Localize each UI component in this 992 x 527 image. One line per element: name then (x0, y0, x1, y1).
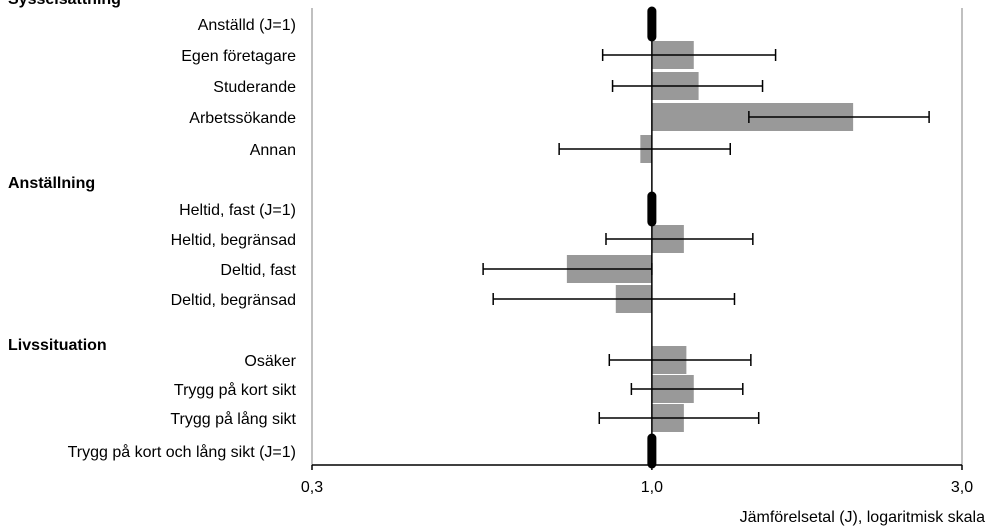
category-label: Annan (250, 142, 296, 159)
x-axis-title: Jämförelsetal (J), logaritmisk skala (740, 509, 986, 526)
group-heading: Livssituation (8, 337, 107, 354)
category-label: Trygg på kort och lång sikt (J=1) (68, 443, 296, 461)
error-bars (482, 49, 930, 424)
category-label: Anställd (J=1) (198, 17, 296, 34)
category-label: Osäker (244, 353, 296, 370)
group-heading: Sysselsättning (8, 0, 121, 8)
category-label: Deltid, fast (220, 262, 296, 279)
bars (566, 41, 854, 432)
group-heading: Anställning (8, 175, 95, 192)
category-label: Trygg på lång sikt (170, 410, 296, 428)
x-tick-label: 0,3 (301, 479, 323, 496)
x-tick-labels: 0,3 1,0 3,0 (301, 479, 973, 496)
x-tick-label: 3,0 (951, 479, 973, 496)
gridlines (311, 8, 963, 465)
x-tick-label: 1,0 (641, 479, 663, 496)
category-labels: Sysselsättning Anställd (J=1) Egen företag… (8, 0, 297, 461)
category-label: Heltid, fast (J=1) (179, 202, 296, 219)
category-label: Trygg på kort sikt (174, 381, 297, 399)
category-label: Egen företagare (181, 48, 296, 65)
category-label: Deltid, begränsad (171, 292, 296, 309)
category-label: Heltid, begränsad (171, 232, 296, 249)
category-label: Arbetssökande (189, 110, 296, 127)
category-label: Studerande (213, 79, 296, 96)
